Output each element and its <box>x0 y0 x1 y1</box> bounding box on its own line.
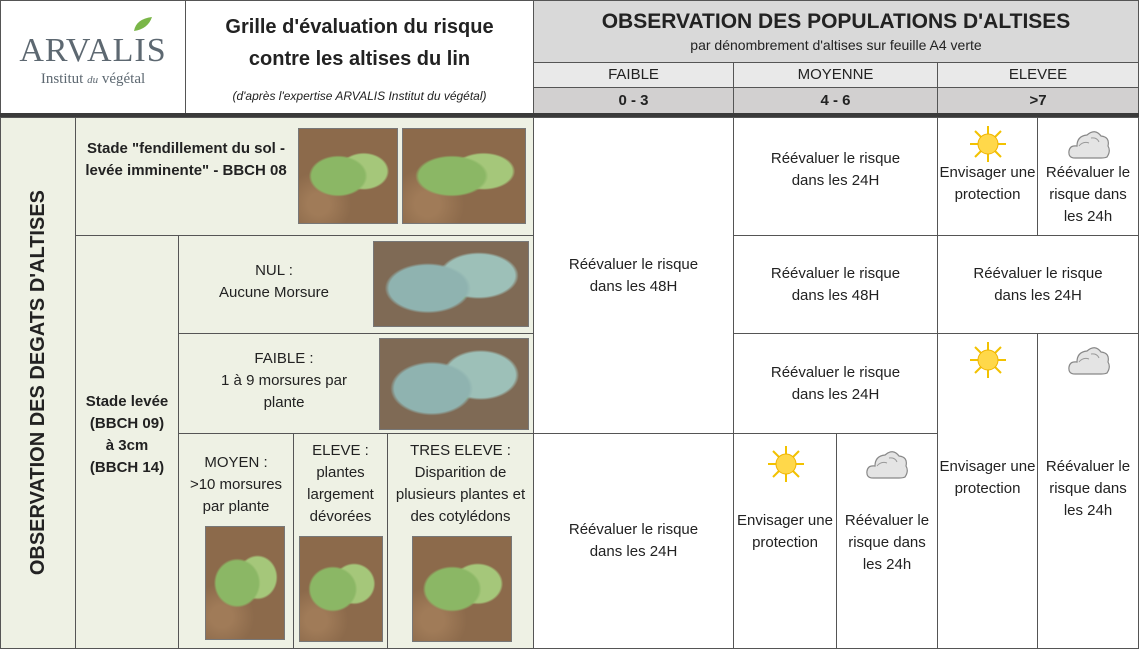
damage-description: plantes largement dévorées <box>307 464 374 525</box>
stage-growth-cell: Stade levée (BBCH 09) à 3cm (BBCH 14) <box>75 235 179 649</box>
photo <box>412 536 512 642</box>
advice: Envisager une protection <box>938 456 1037 500</box>
weather-icon <box>764 444 808 484</box>
advice: Réévaluer le risque dans les 24H <box>756 148 916 192</box>
populations-title: OBSERVATION DES POPULATIONS D'ALTISES <box>602 9 1071 35</box>
damage-title-cell: OBSERVATION DES DEGATS D'ALTISES <box>0 117 76 649</box>
advice-cell: Réévaluer le risque dans les 24H <box>733 333 938 434</box>
damage-label: NUL : <box>255 262 293 279</box>
advice: Envisager une protection <box>938 162 1037 206</box>
damage-level: MOYEN : >10 morsures par plante <box>179 452 293 518</box>
logo-cell: ARVALIS Institut du végétal <box>0 0 186 114</box>
advice-cell: Réévaluer le risque dans les 48H <box>533 117 734 434</box>
weather-icon <box>966 340 1010 380</box>
level-range: 4 - 6 <box>733 87 938 114</box>
level-range: 0 - 3 <box>533 87 734 114</box>
damage-level: FAIBLE : 1 à 9 morsures par plante <box>209 348 359 414</box>
damage-level: TRES ELEVE : Disparition de plusieurs pla… <box>388 440 533 528</box>
damage-description: 1 à 9 morsures par plante <box>221 372 347 411</box>
damage-cell: FAIBLE : 1 à 9 morsures par plante <box>178 333 534 434</box>
advice-cell: Réévaluer le risque dans les 24h <box>836 433 938 649</box>
cloud-icon <box>865 444 909 484</box>
damage-description: Disparition de plusieurs plantes et des … <box>396 464 525 525</box>
logo-word: du <box>87 74 98 86</box>
photo <box>299 536 383 642</box>
advice-cell: Envisager une protection <box>733 433 837 649</box>
damage-label: MOYEN : <box>204 454 267 471</box>
logo-word: Institut <box>41 71 84 87</box>
damage-title: OBSERVATION DES DEGATS D'ALTISES <box>26 190 50 575</box>
damage-label: ELEVE : <box>312 442 369 459</box>
sun-icon <box>764 444 808 484</box>
photo <box>373 241 529 327</box>
sun-icon <box>966 124 1010 164</box>
source: (d'après l'expertise ARVALIS Institut du… <box>232 85 486 107</box>
advice-cell: Réévaluer le risque dans les 48H <box>733 235 938 334</box>
damage-cell: ELEVE : plantes largement dévorées <box>293 433 388 649</box>
advice-cell: Envisager une protection <box>937 333 1038 649</box>
logo-leaf <box>132 15 154 33</box>
advice: Réévaluer le risque dans les 24H <box>756 362 916 406</box>
advice: Réévaluer le risque dans les 48H <box>554 254 714 298</box>
damage-cell: MOYEN : >10 morsures par plante <box>178 433 294 649</box>
advice-cell: Réévaluer le risque dans les 24h <box>1037 117 1139 236</box>
title-cell: Grille d'évaluation du risque contre les… <box>185 0 534 114</box>
advice: Réévaluer le risque dans les 24H <box>554 519 714 563</box>
weather-icon <box>966 124 1010 164</box>
stage-emergence-cell: Stade "fendillement du sol - levée immin… <box>75 117 534 236</box>
cloud-icon <box>1067 124 1111 164</box>
level-range: >7 <box>937 87 1139 114</box>
stage-emergence: Stade "fendillement du sol - levée immin… <box>82 138 290 182</box>
photo <box>298 128 398 224</box>
populations-subtitle: par dénombrement d'altises sur feuille A… <box>690 35 981 55</box>
photo <box>205 526 285 640</box>
damage-level: ELEVE : plantes largement dévorées <box>294 440 387 528</box>
advice-cell: Réévaluer le risque dans les 24H <box>733 117 938 236</box>
damage-level: NUL : Aucune Morsure <box>179 260 369 304</box>
populations-header: OBSERVATION DES POPULATIONS D'ALTISES pa… <box>533 0 1139 63</box>
logo-tagline: Institut du végétal <box>41 70 145 89</box>
damage-cell: NUL : Aucune Morsure <box>178 235 534 334</box>
damage-description: Aucune Morsure <box>219 284 329 301</box>
weather-icon <box>1067 124 1111 164</box>
photo <box>402 128 526 224</box>
title: Grille d'évaluation du risque contre les… <box>210 11 510 75</box>
advice: Réévaluer le risque dans les 48H <box>756 263 916 307</box>
risk-grid: ARVALIS Institut du végétal Grille d'éva… <box>0 0 1139 649</box>
advice: Réévaluer le risque dans les 24H <box>958 263 1118 307</box>
advice: Réévaluer le risque dans les 24h <box>837 510 937 576</box>
advice-cell: Réévaluer le risque dans les 24H <box>533 433 734 649</box>
cloud-icon <box>1067 340 1111 380</box>
weather-icon <box>865 444 909 484</box>
photo <box>379 338 529 430</box>
stage-growth: Stade levée (BBCH 09) à 3cm (BBCH 14) <box>85 391 169 479</box>
logo-word: végétal <box>102 71 145 87</box>
damage-label: TRES ELEVE : <box>410 442 511 459</box>
advice: Envisager une protection <box>734 510 836 554</box>
level-label: MOYENNE <box>733 62 938 88</box>
advice-cell: Réévaluer le risque dans les 24H <box>937 235 1139 334</box>
advice-cell: Envisager une protection <box>937 117 1038 236</box>
sun-icon <box>966 340 1010 380</box>
logo-name: ARVALIS <box>19 32 166 70</box>
level-label: FAIBLE <box>533 62 734 88</box>
weather-icon <box>1067 340 1111 380</box>
damage-label: FAIBLE : <box>254 350 313 367</box>
damage-cell: TRES ELEVE : Disparition de plusieurs pla… <box>387 433 534 649</box>
advice: Réévaluer le risque dans les 24h <box>1038 162 1138 228</box>
advice-cell: Réévaluer le risque dans les 24h <box>1037 333 1139 649</box>
damage-description: >10 morsures par plante <box>190 476 282 515</box>
advice: Réévaluer le risque dans les 24h <box>1038 456 1138 522</box>
level-label: ELEVEE <box>937 62 1139 88</box>
